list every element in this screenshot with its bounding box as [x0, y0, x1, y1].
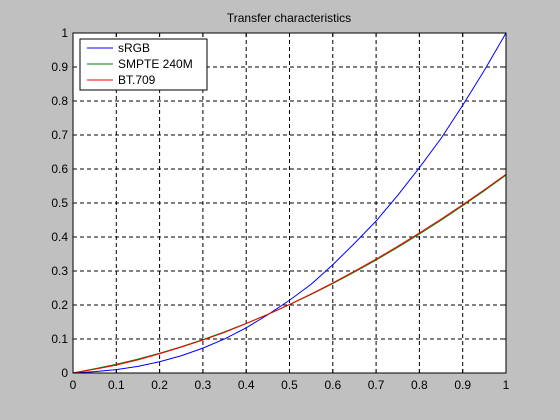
- series-lines: [72, 32, 507, 374]
- x-tick-label: 0.2: [151, 378, 168, 392]
- y-tick-label: 0.6: [51, 162, 68, 176]
- x-tick-label: 0.1: [108, 378, 125, 392]
- x-tick-label: 0.7: [368, 378, 385, 392]
- y-tick-label: 1: [61, 26, 68, 40]
- legend-label: SMPTE 240M: [118, 57, 193, 71]
- y-tick-label: 0.8: [51, 94, 68, 108]
- series-line-bt-709: [72, 173, 507, 374]
- y-tick-label: 0.9: [51, 60, 68, 74]
- x-tick-label: 0.6: [324, 378, 341, 392]
- axis-ticks: 0 0.1 0.2 0.3 0.4 0.5 0.6 0.7 0.8 0.9 1 0 0.1 0.2 0.3 0…: [51, 26, 509, 392]
- y-tick-label: 0.7: [51, 128, 68, 142]
- grid-lines: [73, 33, 506, 373]
- y-tick-label: 0: [61, 366, 68, 380]
- x-tick-label: 0.9: [454, 378, 471, 392]
- y-tick-label: 0.2: [51, 298, 68, 312]
- legend-label: sRGB: [118, 41, 150, 55]
- x-tick-label: 0.8: [411, 378, 428, 392]
- series-line-srgb: [72, 32, 507, 374]
- x-tick-label: 0.5: [281, 378, 298, 392]
- y-tick-label: 0.1: [51, 332, 68, 346]
- legend: sRGB SMPTE 240M BT.709: [79, 38, 208, 91]
- x-tick-label: 0.3: [195, 378, 212, 392]
- x-tick-label: 0: [70, 378, 77, 392]
- legend-label: BT.709: [118, 73, 156, 87]
- chart-title: Transfer characteristics: [227, 11, 351, 25]
- y-tick-label: 0.4: [51, 230, 68, 244]
- y-tick-label: 0.5: [51, 196, 68, 210]
- x-tick-label: 0.4: [238, 378, 255, 392]
- x-tick-label: 1: [503, 378, 510, 392]
- y-tick-label: 0.3: [51, 264, 68, 278]
